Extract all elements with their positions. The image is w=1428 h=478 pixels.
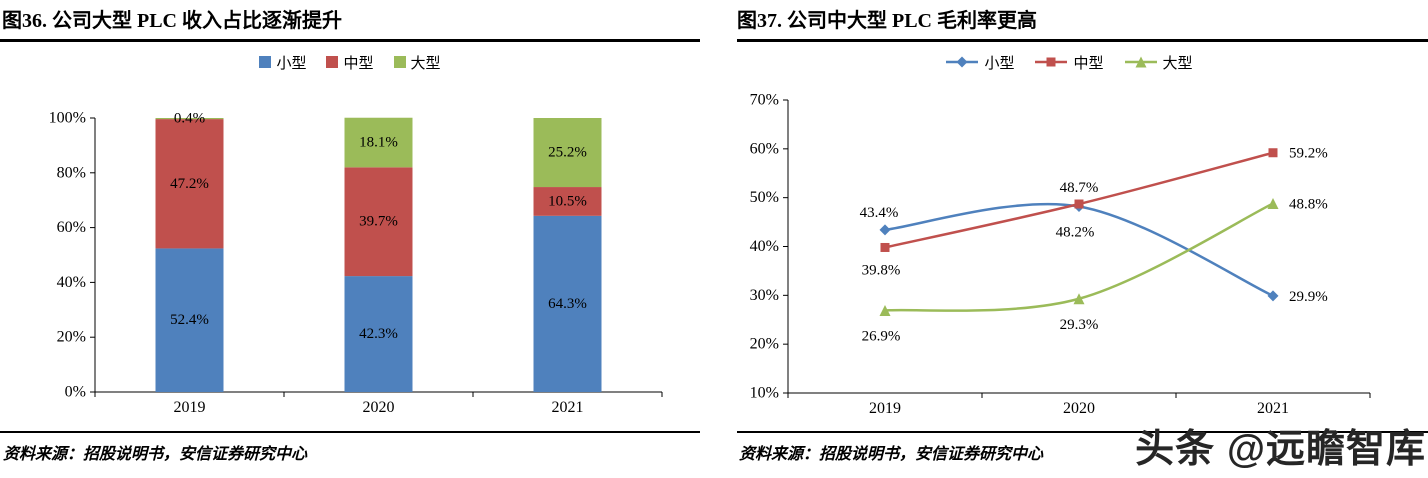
- triangle-marker-icon: [1267, 198, 1279, 210]
- figure36-panel: 图36. 公司大型 PLC 收入占比逐渐提升 小型 中型 大型 0% 20% 40% 60…: [0, 0, 700, 478]
- bar-segment-series-1: [533, 215, 602, 392]
- x-category-label: 2021: [552, 399, 584, 416]
- legend-swatch-icon: [393, 56, 406, 68]
- legend-label: 小型: [276, 55, 307, 72]
- figure37-line-chart: 10% 20% 30% 40% 50% 60% 70% 2019 2020 2021 43.4% 48…: [750, 92, 1371, 417]
- bar-segment-series-1: [155, 248, 224, 392]
- legend-item-1: 小型: [945, 52, 1014, 73]
- square-marker-icon: [1268, 148, 1278, 158]
- bar-segment-series-2: [533, 187, 602, 216]
- bar-segment-series-2: [155, 119, 224, 249]
- figure37-source: 资料来源：招股说明书，安信证券研究中心: [739, 446, 1044, 463]
- bar-data-label: 18.1%: [359, 135, 398, 151]
- y-tick-label: 60%: [57, 219, 86, 236]
- y-tick-label: 20%: [57, 329, 86, 346]
- bar-segment-series-3: [344, 117, 413, 168]
- y-tick-label: 70%: [750, 92, 779, 109]
- legend-line-marker-icon: [1124, 56, 1157, 68]
- bar-data-label: 47.2%: [170, 176, 209, 192]
- figure37-title-rule: [737, 39, 1428, 42]
- line-data-label: 29.3%: [1060, 317, 1099, 333]
- y-tick-label: 100%: [49, 110, 86, 127]
- y-tick-label: 0%: [65, 384, 86, 401]
- legend-line-marker-icon: [1035, 57, 1068, 67]
- bar-segment-series-3: [155, 118, 224, 120]
- figure37-legend: 小型 中型 大型: [710, 52, 1428, 72]
- square-marker-icon: [1074, 199, 1084, 209]
- y-tick-label: 40%: [57, 274, 86, 291]
- triangle-marker-icon: [1073, 293, 1085, 305]
- watermark: 头条 @远瞻智库: [1135, 428, 1426, 471]
- y-tick-label: 20%: [750, 336, 779, 353]
- bar-data-label: 64.3%: [548, 296, 587, 312]
- figure37-source-rule: [737, 431, 1428, 433]
- x-category-label: 2019: [869, 400, 901, 417]
- diamond-marker-icon: [1267, 290, 1279, 302]
- y-tick-label: 50%: [750, 189, 779, 206]
- legend-item-2: 中型: [326, 52, 374, 73]
- legend-item-1: 小型: [259, 52, 306, 73]
- bar-data-label: 52.4%: [170, 312, 209, 328]
- figure36-title-rule: [0, 39, 700, 42]
- y-tick-label: 40%: [750, 238, 779, 255]
- legend-label: 中型: [343, 55, 374, 72]
- legend-swatch-icon: [326, 56, 339, 68]
- legend-label: 小型: [984, 55, 1015, 72]
- legend-label: 中型: [1073, 55, 1104, 72]
- figure36-source: 资料来源：招股说明书，安信证券研究中心: [3, 446, 308, 463]
- legend-item-3: 大型: [393, 52, 441, 73]
- triangle-marker-icon: [1135, 56, 1146, 68]
- line-data-label: 48.8%: [1289, 197, 1328, 213]
- bar-data-label: 0.4%: [174, 111, 205, 127]
- bar-segment-series-1: [344, 276, 413, 392]
- figure36-legend: 小型 中型 大型: [0, 52, 700, 72]
- line-data-label: 39.8%: [862, 262, 901, 278]
- x-category-label: 2020: [363, 399, 395, 416]
- y-tick-label: 10%: [750, 385, 779, 402]
- bar-data-label: 10.5%: [548, 193, 587, 209]
- line-data-label: 29.9%: [1289, 289, 1328, 305]
- y-tick-label: 60%: [750, 140, 779, 157]
- legend-line-marker-icon: [946, 56, 979, 68]
- figure37-panel: 图37. 公司中大型 PLC 毛利率更高 小型 中型 大型 10% 20% 30% 40%…: [710, 0, 1428, 478]
- bar-data-label: 39.7%: [359, 214, 398, 230]
- y-tick-label: 30%: [750, 287, 779, 304]
- legend-item-3: 大型: [1124, 52, 1193, 73]
- line-data-label: 48.2%: [1056, 224, 1095, 240]
- x-category-label: 2021: [1257, 400, 1289, 417]
- y-tick-label: 80%: [57, 164, 86, 181]
- legend-label: 大型: [410, 55, 441, 72]
- x-category-label: 2020: [1063, 400, 1095, 417]
- line-data-label: 26.9%: [862, 328, 901, 344]
- figure36-title: 图36. 公司大型 PLC 收入占比逐渐提升: [2, 10, 342, 32]
- diamond-marker-icon: [956, 56, 968, 68]
- legend-item-2: 中型: [1034, 52, 1104, 73]
- bar-segment-series-3: [533, 118, 602, 188]
- bar-data-label: 42.3%: [359, 326, 398, 342]
- figure37-title: 图37. 公司中大型 PLC 毛利率更高: [737, 10, 1037, 32]
- square-marker-icon: [880, 242, 890, 252]
- diamond-marker-icon: [879, 224, 891, 236]
- x-category-label: 2019: [174, 399, 206, 416]
- legend-label: 大型: [1162, 55, 1193, 72]
- figure36-source-rule: [0, 431, 700, 433]
- bar-data-label: 25.2%: [548, 145, 587, 161]
- line-data-label: 43.4%: [860, 205, 899, 221]
- legend-swatch-icon: [259, 56, 272, 68]
- line-data-label: 59.2%: [1289, 146, 1328, 162]
- line-series-1: [884, 202, 1274, 297]
- line-data-label: 48.7%: [1060, 180, 1099, 196]
- figure36-stacked-bar-chart: 0% 20% 40% 60% 80% 100% 2019 2020 2021 52.4% 47.2%…: [49, 110, 663, 416]
- square-marker-icon: [1046, 57, 1056, 67]
- triangle-marker-icon: [879, 304, 891, 316]
- bar-segment-series-2: [344, 167, 413, 277]
